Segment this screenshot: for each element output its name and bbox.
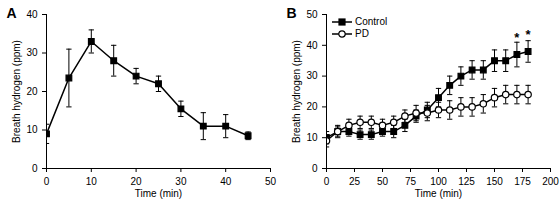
svg-text:20: 20 [26,86,38,97]
svg-text:50: 50 [377,176,389,187]
svg-text:Time (min): Time (min) [415,188,462,199]
svg-text:50: 50 [306,9,318,20]
svg-text:40: 40 [306,40,318,51]
svg-text:10: 10 [26,124,38,135]
svg-text:0: 0 [44,176,50,187]
svg-text:200: 200 [542,176,559,187]
svg-text:175: 175 [514,176,531,187]
svg-text:*: * [514,30,520,45]
svg-text:40: 40 [26,9,38,20]
svg-text:*: * [526,27,532,42]
svg-text:10: 10 [86,176,98,187]
svg-text:30: 30 [26,47,38,58]
svg-text:0: 0 [324,176,330,187]
svg-text:40: 40 [220,176,232,187]
svg-text:150: 150 [486,176,503,187]
html-text:PD: PD [355,28,369,39]
svg-text:50: 50 [265,176,277,187]
svg-text:75: 75 [405,176,417,187]
svg-text:30: 30 [175,176,187,187]
svg-text:A: A [7,5,17,21]
svg-text:Breath hydrogen (ppm): Breath hydrogen (ppm) [11,40,22,143]
svg-text:0: 0 [312,163,318,174]
svg-text:20: 20 [131,176,143,187]
svg-text:10: 10 [306,132,318,143]
svg-text:100: 100 [430,176,447,187]
svg-text:0: 0 [32,163,38,174]
svg-text:B: B [287,5,297,21]
svg-text:125: 125 [458,176,475,187]
svg-text:Time (min): Time (min) [135,188,182,199]
svg-text:30: 30 [306,70,318,81]
html-text:Control: Control [355,16,388,27]
svg-text:25: 25 [349,176,361,187]
svg-text:Breath hydrogen (ppm): Breath hydrogen (ppm) [291,40,302,143]
svg-text:20: 20 [306,101,318,112]
